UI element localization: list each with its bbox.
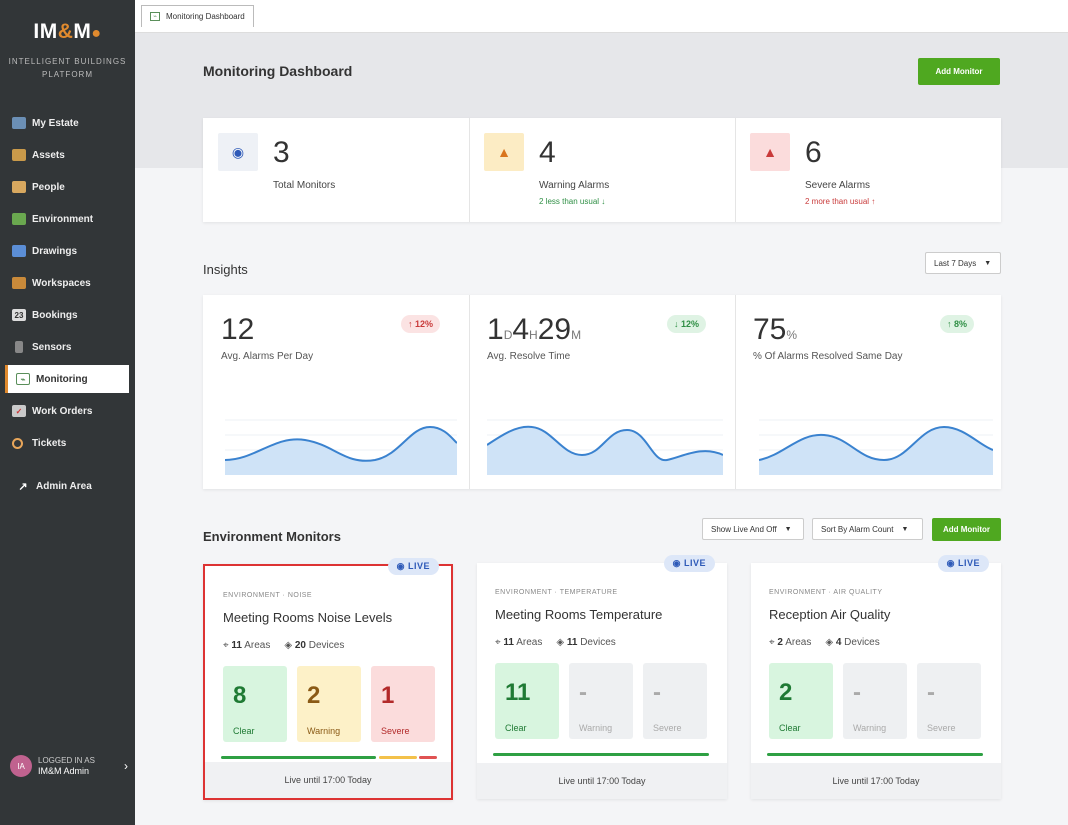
plant-icon bbox=[12, 213, 26, 225]
caret-down-icon: ▼ bbox=[984, 259, 992, 267]
stat-warning-alarms: ▲ 4 Warning Alarms 2 less than usual ↓ bbox=[469, 118, 735, 222]
sidebar-item-my-estate[interactable]: My Estate bbox=[12, 110, 130, 136]
live-badge: ◉ LIVE bbox=[663, 555, 715, 572]
clear-bar bbox=[221, 756, 376, 759]
monitor-card-air-quality[interactable]: ◉ LIVE ENVIRONMENT · AIR QUALITY Recepti… bbox=[751, 555, 1001, 799]
clear-tile: 8 Clear bbox=[223, 666, 287, 742]
device-icon: ◈ bbox=[284, 640, 293, 651]
ticket-icon bbox=[12, 437, 23, 449]
sidebar-item-work-orders[interactable]: ✓ Work Orders bbox=[12, 398, 130, 424]
environment-monitors-title: Environment Monitors bbox=[203, 529, 341, 544]
divider bbox=[469, 118, 470, 222]
sidebar-item-environment[interactable]: Environment bbox=[12, 206, 130, 232]
caret-down-icon: ▼ bbox=[784, 525, 792, 533]
logo-subtitle: INTELLIGENT BUILDINGS PLATFORM bbox=[8, 57, 127, 79]
user-info: LOGGED IN AS IM&M Admin bbox=[38, 756, 95, 776]
sparkline-chart bbox=[487, 419, 723, 475]
device-icon: ◈ bbox=[825, 637, 834, 648]
severe-tile: - Severe bbox=[917, 663, 981, 739]
eye-icon: ◉ bbox=[218, 133, 258, 171]
monitor-meta: ⌖ 2 Areas ◈ 4 Devices bbox=[769, 637, 880, 648]
live-badge: ◉ LIVE bbox=[387, 558, 439, 575]
divider bbox=[469, 295, 470, 489]
warning-bar bbox=[379, 756, 417, 759]
location-pin-icon: ⌖ bbox=[495, 637, 501, 648]
monitor-card-temperature[interactable]: ◉ LIVE ENVIRONMENT · TEMPERATURE Meeting… bbox=[477, 555, 727, 799]
sort-select[interactable]: Sort By Alarm Count ▼ bbox=[812, 518, 923, 540]
sensor-icon bbox=[15, 341, 23, 353]
stat-severe-alarms: ▲ 6 Severe Alarms 2 more than usual ↑ bbox=[735, 118, 1001, 222]
sidebar-item-monitoring[interactable]: ⌁ Monitoring bbox=[5, 365, 129, 393]
sparkline-chart bbox=[759, 419, 993, 475]
top-bar: ⌁ Monitoring Dashboard bbox=[135, 0, 1068, 33]
chevron-right-icon: › bbox=[124, 759, 128, 773]
change-badge: ↓ 12% bbox=[667, 315, 707, 333]
insight-alarms-per-day: 12 Avg. Alarms Per Day ↑ 12% bbox=[203, 295, 469, 489]
sidebar-item-drawings[interactable]: Drawings bbox=[12, 238, 130, 264]
insights-title: Insights bbox=[203, 262, 248, 277]
sidebar-item-assets[interactable]: Assets bbox=[12, 142, 130, 168]
resolved-same-day-value: 75% bbox=[753, 313, 798, 346]
stats-card bbox=[203, 118, 1001, 222]
location-pin-icon: ⌖ bbox=[769, 637, 775, 648]
sidebar-item-tickets[interactable]: Tickets bbox=[12, 430, 130, 456]
warning-tile: 2 Warning bbox=[297, 666, 361, 742]
warning-tile: - Warning bbox=[569, 663, 633, 739]
resolve-time-value: 1D4H29M bbox=[487, 313, 582, 346]
people-icon bbox=[12, 181, 26, 193]
box-icon bbox=[12, 149, 26, 161]
avatar: IA bbox=[10, 755, 32, 777]
severe-tile: 1 Severe bbox=[371, 666, 435, 742]
warning-tile: - Warning bbox=[843, 663, 907, 739]
sparkline-chart bbox=[225, 419, 457, 475]
insight-resolve-time: 1D4H29M Avg. Resolve Time ↓ 12% bbox=[469, 295, 735, 489]
sidebar-item-bookings[interactable]: 23 Bookings bbox=[12, 302, 130, 328]
caret-down-icon: ▼ bbox=[901, 525, 909, 533]
pulse-icon: ⌁ bbox=[150, 12, 160, 21]
clear-tile: 2 Clear bbox=[769, 663, 833, 739]
clear-bar bbox=[767, 753, 983, 756]
desk-icon bbox=[12, 277, 26, 289]
sidebar-item-sensors[interactable]: Sensors bbox=[12, 334, 130, 360]
stat-total-monitors: ◉ 3 Total Monitors bbox=[203, 118, 469, 222]
monitor-meta: ⌖ 11 Areas ◈ 11 Devices bbox=[495, 637, 616, 648]
sidebar-item-people[interactable]: People bbox=[12, 174, 130, 200]
external-link-icon: ↗ bbox=[18, 480, 28, 493]
user-menu[interactable]: IA LOGGED IN AS IM&M Admin › bbox=[10, 755, 128, 777]
bell-icon: ▲ bbox=[484, 133, 524, 171]
bell-icon: ▲ bbox=[750, 133, 790, 171]
tab-monitoring-dashboard[interactable]: ⌁ Monitoring Dashboard bbox=[141, 5, 254, 27]
location-pin-icon: ⌖ bbox=[223, 640, 229, 651]
insight-resolved-same-day: 75% % Of Alarms Resolved Same Day ↑ 8% bbox=[735, 295, 1001, 489]
pulse-icon: ⌁ bbox=[16, 373, 30, 385]
severe-tile: - Severe bbox=[643, 663, 707, 739]
live-badge: ◉ LIVE bbox=[937, 555, 989, 572]
sidebar: IM&M● INTELLIGENT BUILDINGS PLATFORM My … bbox=[0, 0, 135, 825]
logo[interactable]: IM&M● bbox=[33, 20, 102, 43]
severe-bar bbox=[419, 756, 437, 759]
sidebar-item-admin-area[interactable]: ↗ Admin Area bbox=[16, 473, 134, 499]
clear-bar bbox=[493, 753, 709, 756]
divider bbox=[735, 118, 736, 222]
filter-select[interactable]: Show Live And Off ▼ bbox=[702, 518, 804, 540]
monitor-card-noise[interactable]: ◉ LIVE ENVIRONMENT · NOISE Meeting Rooms… bbox=[203, 558, 453, 800]
divider bbox=[735, 295, 736, 489]
calendar-icon: 23 bbox=[12, 309, 26, 321]
add-monitor-button[interactable]: Add Monitor bbox=[918, 58, 1000, 85]
add-env-monitor-button[interactable]: Add Monitor bbox=[932, 518, 1001, 541]
building-icon bbox=[12, 117, 26, 129]
clipboard-icon: ✓ bbox=[12, 405, 26, 417]
clear-tile: 11 Clear bbox=[495, 663, 559, 739]
sidebar-item-workspaces[interactable]: Workspaces bbox=[12, 270, 130, 296]
change-badge: ↑ 8% bbox=[940, 315, 975, 333]
image-icon bbox=[12, 245, 26, 257]
monitor-meta: ⌖ 11 Areas ◈ 20 Devices bbox=[223, 640, 345, 651]
device-icon: ◈ bbox=[556, 637, 565, 648]
date-range-select[interactable]: Last 7 Days ▼ bbox=[925, 252, 1001, 274]
page-title: Monitoring Dashboard bbox=[203, 63, 353, 79]
change-badge: ↑ 12% bbox=[401, 315, 441, 333]
